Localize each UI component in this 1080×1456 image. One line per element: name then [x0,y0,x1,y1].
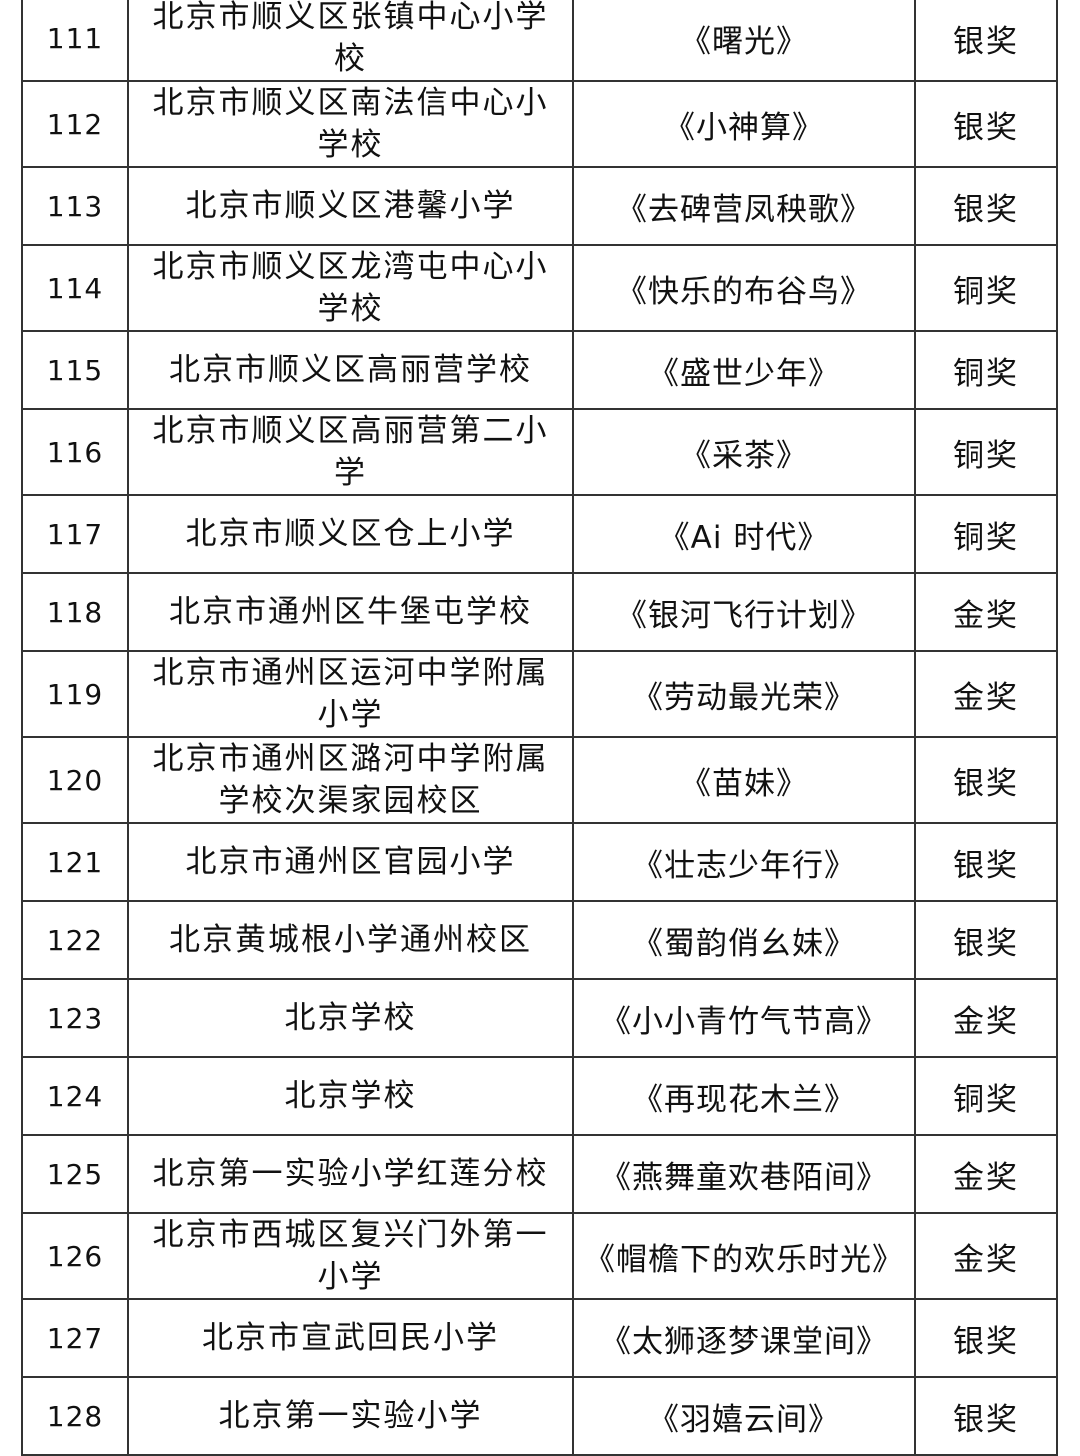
school-name: 北京市宣武回民小学 [127,1298,574,1378]
school-name: 北京市通州区官园小学 [127,822,574,902]
row-number: 116 [21,408,129,496]
table-row: 128 北京第一实验小学 《羽嬉云间》 银奖 [21,1376,1058,1456]
work-title: 《银河飞行计划》 [572,572,916,652]
school-name: 北京市顺义区港馨小学 [127,166,574,246]
work-title: 《蜀韵俏幺妹》 [572,900,916,980]
table-row: 117 北京市顺义区仓上小学 《Ai 时代》 铜奖 [21,494,1058,574]
school-name: 北京市顺义区高丽营第二小学 [127,408,574,496]
award-level: 铜奖 [914,494,1058,574]
row-number: 126 [21,1212,129,1300]
award-level: 金奖 [914,650,1058,738]
work-title: 《曙光》 [572,0,916,82]
award-level: 银奖 [914,1298,1058,1378]
work-title: 《Ai 时代》 [572,494,916,574]
row-number: 119 [21,650,129,738]
work-title: 《帽檐下的欢乐时光》 [572,1212,916,1300]
work-title: 《快乐的布谷鸟》 [572,244,916,332]
table-row: 115 北京市顺义区高丽营学校 《盛世少年》 铜奖 [21,330,1058,410]
school-name: 北京第一实验小学 [127,1376,574,1456]
table-row: 119 北京市通州区运河中学附属小学 《劳动最光荣》 金奖 [21,650,1058,738]
award-level: 银奖 [914,736,1058,824]
award-level: 银奖 [914,166,1058,246]
row-number: 117 [21,494,129,574]
row-number: 118 [21,572,129,652]
work-title: 《再现花木兰》 [572,1056,916,1136]
school-name: 北京黄城根小学通州校区 [127,900,574,980]
award-level: 金奖 [914,572,1058,652]
row-number: 120 [21,736,129,824]
row-number: 113 [21,166,129,246]
award-level: 银奖 [914,0,1058,82]
row-number: 125 [21,1134,129,1214]
table-row: 124 北京学校 《再现花木兰》 铜奖 [21,1056,1058,1136]
table-row: 114 北京市顺义区龙湾屯中心小学校 《快乐的布谷鸟》 铜奖 [21,244,1058,332]
table-row: 126 北京市西城区复兴门外第一小学 《帽檐下的欢乐时光》 金奖 [21,1212,1058,1300]
work-title: 《小神算》 [572,80,916,168]
award-level: 金奖 [914,1134,1058,1214]
row-number: 124 [21,1056,129,1136]
table-row: 118 北京市通州区牛堡屯学校 《银河飞行计划》 金奖 [21,572,1058,652]
award-level: 铜奖 [914,244,1058,332]
table-row: 120 北京市通州区潞河中学附属学校次渠家园校区 《苗妹》 银奖 [21,736,1058,824]
row-number: 128 [21,1376,129,1456]
work-title: 《苗妹》 [572,736,916,824]
work-title: 《劳动最光荣》 [572,650,916,738]
school-name: 北京市顺义区南法信中心小学校 [127,80,574,168]
work-title: 《小小青竹气节高》 [572,978,916,1058]
award-level: 银奖 [914,822,1058,902]
table-row: 121 北京市通州区官园小学 《壮志少年行》 银奖 [21,822,1058,902]
table-row: 123 北京学校 《小小青竹气节高》 金奖 [21,978,1058,1058]
row-number: 115 [21,330,129,410]
award-level: 金奖 [914,978,1058,1058]
table-row: 112 北京市顺义区南法信中心小学校 《小神算》 银奖 [21,80,1058,168]
award-level: 银奖 [914,1376,1058,1456]
school-name: 北京市顺义区高丽营学校 [127,330,574,410]
award-level: 金奖 [914,1212,1058,1300]
row-number: 114 [21,244,129,332]
school-name: 北京学校 [127,1056,574,1136]
row-number: 111 [21,0,129,82]
school-name: 北京市顺义区仓上小学 [127,494,574,574]
row-number: 127 [21,1298,129,1378]
table-row: 113 北京市顺义区港馨小学 《去碑营凤秧歌》 银奖 [21,166,1058,246]
row-number: 112 [21,80,129,168]
work-title: 《壮志少年行》 [572,822,916,902]
table-row: 127 北京市宣武回民小学 《太狮逐梦课堂间》 银奖 [21,1298,1058,1378]
school-name: 北京市顺义区张镇中心小学校 [127,0,574,82]
school-name: 北京市通州区潞河中学附属学校次渠家园校区 [127,736,574,824]
school-name: 北京第一实验小学红莲分校 [127,1134,574,1214]
work-title: 《太狮逐梦课堂间》 [572,1298,916,1378]
award-level: 铜奖 [914,1056,1058,1136]
work-title: 《燕舞童欢巷陌间》 [572,1134,916,1214]
work-title: 《盛世少年》 [572,330,916,410]
table-row: 111 北京市顺义区张镇中心小学校 《曙光》 银奖 [21,0,1058,82]
school-name: 北京市顺义区龙湾屯中心小学校 [127,244,574,332]
awards-table: 111 北京市顺义区张镇中心小学校 《曙光》 银奖 112 北京市顺义区南法信中心小学校《… [21,0,1058,1456]
school-name: 北京学校 [127,978,574,1058]
school-name: 北京市西城区复兴门外第一小学 [127,1212,574,1300]
award-level: 银奖 [914,80,1058,168]
award-level: 银奖 [914,900,1058,980]
row-number: 121 [21,822,129,902]
work-title: 《采茶》 [572,408,916,496]
work-title: 《去碑营凤秧歌》 [572,166,916,246]
table-row: 125 北京第一实验小学红莲分校 《燕舞童欢巷陌间》 金奖 [21,1134,1058,1214]
work-title: 《羽嬉云间》 [572,1376,916,1456]
award-level: 铜奖 [914,408,1058,496]
award-level: 铜奖 [914,330,1058,410]
row-number: 122 [21,900,129,980]
school-name: 北京市通州区牛堡屯学校 [127,572,574,652]
table-row: 116 北京市顺义区高丽营第二小学 《采茶》 铜奖 [21,408,1058,496]
table-row: 122 北京黄城根小学通州校区 《蜀韵俏幺妹》 银奖 [21,900,1058,980]
school-name: 北京市通州区运河中学附属小学 [127,650,574,738]
row-number: 123 [21,978,129,1058]
